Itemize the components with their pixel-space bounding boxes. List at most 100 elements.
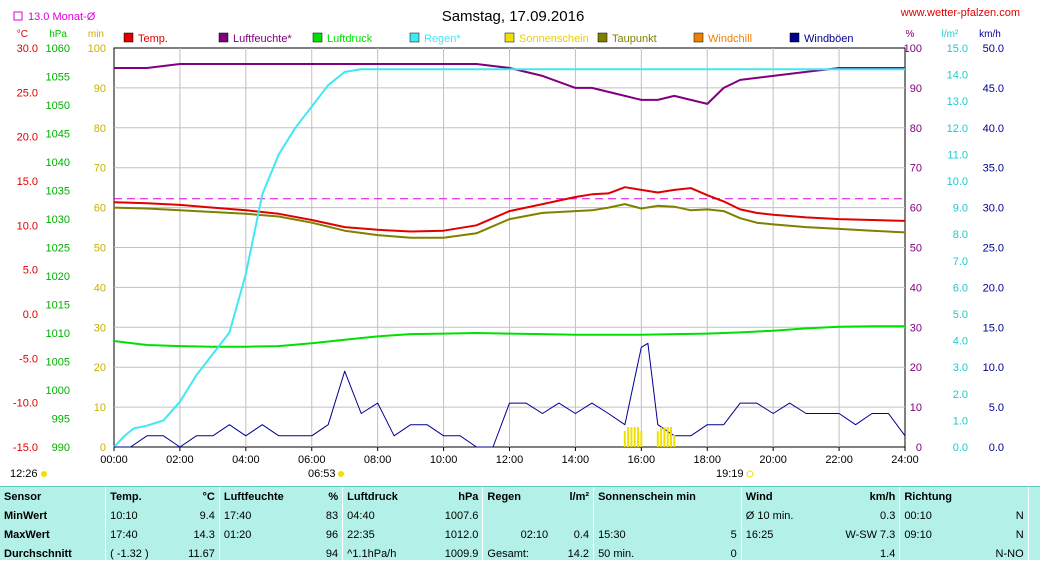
chart-title: Samstag, 17.09.2016 bbox=[442, 8, 585, 25]
min-tick-label: 90 bbox=[94, 83, 106, 95]
sun-value: 5 bbox=[730, 528, 737, 541]
sensor-header: Sensor bbox=[4, 490, 42, 503]
hum-value: 83 bbox=[325, 509, 339, 522]
pressure-unit: hPa bbox=[49, 29, 67, 40]
rain-tick-label: 3.0 bbox=[953, 362, 968, 374]
sun-value bbox=[705, 506, 742, 525]
rain-time bbox=[482, 506, 553, 525]
temp-value: 11.67 bbox=[188, 547, 215, 560]
temp-tick-label: -10.0 bbox=[13, 398, 38, 410]
percent-tick-label: 50 bbox=[910, 243, 922, 255]
percent-tick-label: 20 bbox=[910, 362, 922, 374]
rain-unit: l/m² bbox=[942, 29, 959, 40]
pressure-tick-label: 1045 bbox=[46, 129, 70, 141]
press-time: 22:35 bbox=[342, 525, 425, 544]
stats-header-row: Sensor Temp. °C Luftfeuchte % Luftdruck … bbox=[0, 487, 1040, 506]
series-line-taupunkt bbox=[113, 203, 906, 239]
pressure-tick-label: 1055 bbox=[46, 72, 70, 84]
temp-time: 17:40 bbox=[105, 525, 171, 544]
wind-tick-label: 15.0 bbox=[983, 322, 1004, 334]
pressure-tick-label: 1000 bbox=[46, 385, 70, 397]
rain-tick-label: 15.0 bbox=[947, 43, 968, 55]
sun-time bbox=[593, 506, 705, 525]
pressure-tick-label: 1025 bbox=[46, 243, 70, 255]
time-tick-label: 14:00 bbox=[562, 454, 590, 466]
temp-tick-label: 20.0 bbox=[17, 132, 38, 144]
press-trend: ^1.1hPa/h bbox=[342, 544, 425, 563]
dir-value: N-NO bbox=[995, 547, 1024, 560]
hum-time: 17:40 bbox=[218, 506, 314, 525]
monthly-avg-label: 13.0 Monat-Ø bbox=[28, 11, 96, 23]
chart-series bbox=[113, 63, 906, 448]
wind-value: 0.3 bbox=[880, 509, 896, 522]
press-unit-header: hPa bbox=[458, 490, 479, 503]
rain-tick-label: 0.0 bbox=[953, 442, 968, 454]
sun-time: 15:30 bbox=[593, 525, 705, 544]
temp-unit-header: °C bbox=[202, 490, 215, 503]
legend-label: Temp. bbox=[138, 33, 168, 45]
min-tick-label: 100 bbox=[88, 43, 106, 55]
press-value: 1012.0 bbox=[444, 528, 479, 541]
sun-label: 50 min. bbox=[593, 544, 705, 563]
temp-value: 9.4 bbox=[199, 509, 215, 522]
website-link[interactable]: www.wetter-pfalzen.com bbox=[900, 7, 1020, 19]
statistics-table: Sensor Temp. °C Luftfeuchte % Luftdruck … bbox=[0, 486, 1040, 563]
rain-value: 14.2 bbox=[567, 547, 590, 560]
legend-label: Taupunkt bbox=[612, 33, 657, 45]
percent-tick-label: 30 bbox=[910, 322, 922, 334]
wind-value: W-SW 7.3 bbox=[845, 528, 896, 541]
rain-tick-label: 9.0 bbox=[953, 203, 968, 215]
series-line-regen bbox=[113, 68, 905, 448]
stats-row-max: MaxWert 17:40 14.3 01:20 96 22:35 1012.0… bbox=[0, 525, 1040, 544]
pressure-tick-label: 1015 bbox=[46, 300, 70, 312]
legend-swatch bbox=[504, 32, 515, 43]
min-tick-label: 70 bbox=[94, 163, 106, 175]
temp-tick-label: -5.0 bbox=[19, 353, 38, 365]
time-tick-label: 10:00 bbox=[430, 454, 458, 466]
time-tick-label: 00:00 bbox=[100, 454, 128, 466]
legend-label: Regen* bbox=[424, 33, 461, 45]
time-tick-label: 08:00 bbox=[364, 454, 392, 466]
sun-header: Sonnenschein min bbox=[593, 487, 742, 506]
wind-tick-label: 25.0 bbox=[983, 243, 1004, 255]
wind-tick-label: 40.0 bbox=[983, 123, 1004, 135]
legend-label: Luftdruck bbox=[327, 33, 373, 45]
wind-label: Ø 10 min. bbox=[740, 506, 819, 525]
stats-row-min: MinWert 10:10 9.4 17:40 83 04:40 1007.6 … bbox=[0, 506, 1040, 525]
rain-header: Regen bbox=[482, 487, 553, 506]
temp-tick-label: 0.0 bbox=[23, 309, 38, 321]
rain-tick-label: 14.0 bbox=[947, 70, 968, 82]
min-tick-label: 50 bbox=[94, 243, 106, 255]
time-tick-label: 02:00 bbox=[166, 454, 194, 466]
wind-unit: km/h bbox=[979, 29, 1001, 40]
legend-swatch bbox=[597, 32, 608, 43]
pressure-tick-label: 1040 bbox=[46, 157, 70, 169]
percent-tick-label: 0 bbox=[916, 442, 922, 454]
weather-chart: Samstag, 17.09.2016 www.wetter-pfalzen.c… bbox=[10, 7, 1020, 480]
temp-deviation: ( -1.32 ) bbox=[105, 544, 171, 563]
press-header: Luftdruck bbox=[342, 487, 425, 506]
percent-tick-label: 70 bbox=[910, 163, 922, 175]
temp-tick-label: -15.0 bbox=[13, 442, 38, 454]
min-tick-label: 40 bbox=[94, 282, 106, 294]
dir-time: 00:10 bbox=[899, 506, 978, 525]
wind-tick-label: 35.0 bbox=[983, 163, 1004, 175]
sun-value: 0 bbox=[730, 547, 737, 560]
series-line-windben bbox=[114, 342, 906, 448]
legend-swatch bbox=[218, 32, 229, 43]
sunset-time: 19:19 bbox=[716, 468, 744, 480]
series-line-luftdruck bbox=[113, 325, 905, 348]
pressure-tick-label: 1005 bbox=[46, 357, 70, 369]
percent-unit: % bbox=[906, 29, 915, 40]
hum-header: Luftfeuchte bbox=[218, 487, 314, 506]
legend: Temp. Luftfeuchte* Luftdruck Regen* Sonnensc… bbox=[123, 32, 854, 45]
legend-label: Sonnenschein bbox=[519, 33, 589, 45]
pressure-tick-label: 1010 bbox=[46, 328, 70, 340]
legend-swatch bbox=[789, 32, 800, 43]
moonrise-time: 12:26 bbox=[10, 468, 38, 480]
temp-tick-label: 5.0 bbox=[23, 265, 38, 277]
wind-tick-label: 10.0 bbox=[983, 362, 1004, 374]
row-label: MinWert bbox=[4, 509, 48, 522]
press-time: 04:40 bbox=[342, 506, 425, 525]
monthly-avg-icon bbox=[13, 11, 23, 21]
